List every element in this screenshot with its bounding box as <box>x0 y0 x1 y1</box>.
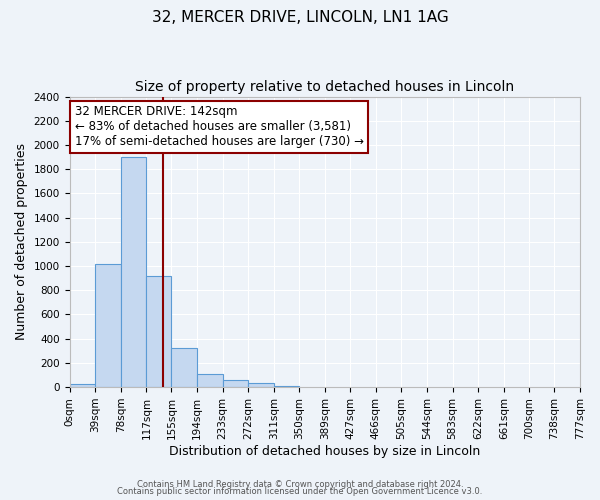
Title: Size of property relative to detached houses in Lincoln: Size of property relative to detached ho… <box>135 80 514 94</box>
Bar <box>223 380 248 387</box>
Bar <box>248 384 274 387</box>
Text: Contains HM Land Registry data © Crown copyright and database right 2024.: Contains HM Land Registry data © Crown c… <box>137 480 463 489</box>
Bar <box>146 276 172 387</box>
Text: 32 MERCER DRIVE: 142sqm
← 83% of detached houses are smaller (3,581)
17% of semi: 32 MERCER DRIVE: 142sqm ← 83% of detache… <box>74 106 364 148</box>
Bar <box>197 374 223 387</box>
Text: 32, MERCER DRIVE, LINCOLN, LN1 1AG: 32, MERCER DRIVE, LINCOLN, LN1 1AG <box>152 10 448 25</box>
Bar <box>70 384 95 387</box>
Y-axis label: Number of detached properties: Number of detached properties <box>15 144 28 340</box>
Bar <box>121 157 146 387</box>
Text: Contains public sector information licensed under the Open Government Licence v3: Contains public sector information licen… <box>118 487 482 496</box>
Bar <box>95 264 121 387</box>
Bar <box>172 348 197 387</box>
Bar <box>274 386 299 387</box>
X-axis label: Distribution of detached houses by size in Lincoln: Distribution of detached houses by size … <box>169 444 481 458</box>
